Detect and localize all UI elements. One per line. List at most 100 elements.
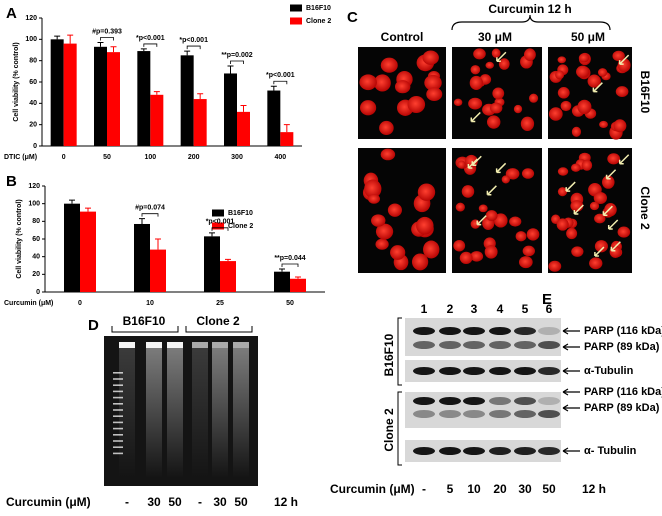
brace [451, 14, 611, 31]
x-axis-label: Curcumin (μM) [4, 300, 53, 307]
cell [375, 238, 389, 250]
x-axis-label: Curcumin (μM) [6, 495, 91, 509]
cell [557, 56, 567, 64]
cell [602, 175, 615, 189]
cell [387, 203, 402, 217]
bar [220, 261, 236, 292]
cell [522, 245, 535, 257]
error-bar [197, 93, 204, 100]
cell [492, 87, 505, 100]
arrow [496, 51, 507, 62]
y-tick-label: 0 [33, 143, 37, 150]
y-tick-label: 60 [32, 236, 40, 243]
cell [373, 74, 391, 92]
gel-lanes [113, 342, 249, 478]
cell [485, 61, 494, 69]
cell [375, 223, 394, 240]
pointer-arrow [562, 327, 580, 335]
cell [594, 213, 606, 224]
blot-band [439, 397, 461, 405]
y-axis-label: Cell viability (% control) [16, 199, 23, 278]
x-axis-label: Curcumin (μM) [330, 482, 415, 496]
error-bar [279, 268, 285, 272]
panel-letter: D [88, 317, 99, 334]
y-tick-label: 80 [32, 218, 40, 225]
cell [453, 98, 463, 107]
cell [407, 95, 426, 114]
panel-d: D B16F10 Clone 2 Curcumin (μM) 12 h [6, 314, 298, 509]
micrographs [358, 47, 632, 273]
x-axis-label: DTIC (μM) [4, 154, 37, 161]
blot-band [514, 397, 536, 405]
error-bar [155, 238, 161, 250]
pointer-arrow [562, 404, 580, 412]
bar [193, 99, 207, 146]
cell [468, 97, 483, 110]
error-bar [270, 85, 277, 91]
cell [473, 48, 486, 60]
arrow [594, 246, 605, 257]
legend-label: Clone 2 [228, 223, 253, 230]
cell [613, 119, 627, 133]
blot-band [439, 341, 461, 349]
bar [237, 111, 250, 146]
cell [485, 210, 498, 222]
cell [484, 245, 498, 259]
error-bar [67, 34, 74, 44]
column-label: 30 μM [478, 30, 512, 44]
bar [274, 271, 290, 292]
smear [167, 348, 183, 478]
smear [212, 348, 228, 478]
cell [380, 57, 398, 73]
y-tick-label: 40 [29, 100, 37, 107]
lane-label: 10 [467, 482, 481, 496]
ladder-band [113, 403, 123, 405]
cell [394, 80, 411, 94]
bar [280, 132, 294, 146]
annotation: *p<0.001 [179, 37, 208, 44]
ladder-band [113, 434, 123, 436]
panel-letter: A [6, 5, 17, 22]
row-label: B16F10 [638, 71, 652, 114]
cell [519, 256, 533, 269]
cell [509, 216, 522, 227]
bar [137, 51, 151, 146]
blot-band [439, 327, 461, 335]
cell [557, 167, 569, 176]
pointer-arrow [562, 447, 580, 455]
blot-band [489, 341, 511, 349]
cell [486, 115, 501, 129]
bracket [111, 326, 253, 333]
blot-band [413, 447, 435, 455]
bar [134, 223, 150, 292]
lane-number: 4 [497, 302, 504, 316]
blot-band [463, 447, 485, 455]
time-label: 12 h [274, 495, 298, 509]
bar [50, 39, 64, 147]
cell [424, 74, 442, 91]
lane-label: 30 [213, 495, 227, 509]
annotation: *p<0.001 [206, 219, 235, 226]
cell [491, 48, 501, 58]
cell [426, 87, 443, 101]
cell [526, 228, 540, 241]
cell [581, 159, 593, 171]
cell [528, 93, 539, 103]
cell [597, 68, 608, 77]
y-tick-label: 60 [29, 79, 37, 86]
blot-band [538, 367, 560, 375]
cell [423, 240, 440, 259]
legend-label: Clone 2 [306, 18, 331, 25]
y-tick-label: 20 [32, 271, 40, 278]
x-tick-label: 10 [146, 300, 154, 307]
error-bar [209, 232, 215, 237]
lane-number: 3 [471, 302, 478, 316]
cell [587, 74, 601, 88]
band-label: PARP (89 kDa) [584, 402, 660, 414]
x-tick-label: 100 [144, 154, 156, 161]
cell [368, 194, 381, 204]
arrow [607, 219, 619, 230]
blot-band [463, 397, 485, 405]
cell [555, 70, 565, 80]
